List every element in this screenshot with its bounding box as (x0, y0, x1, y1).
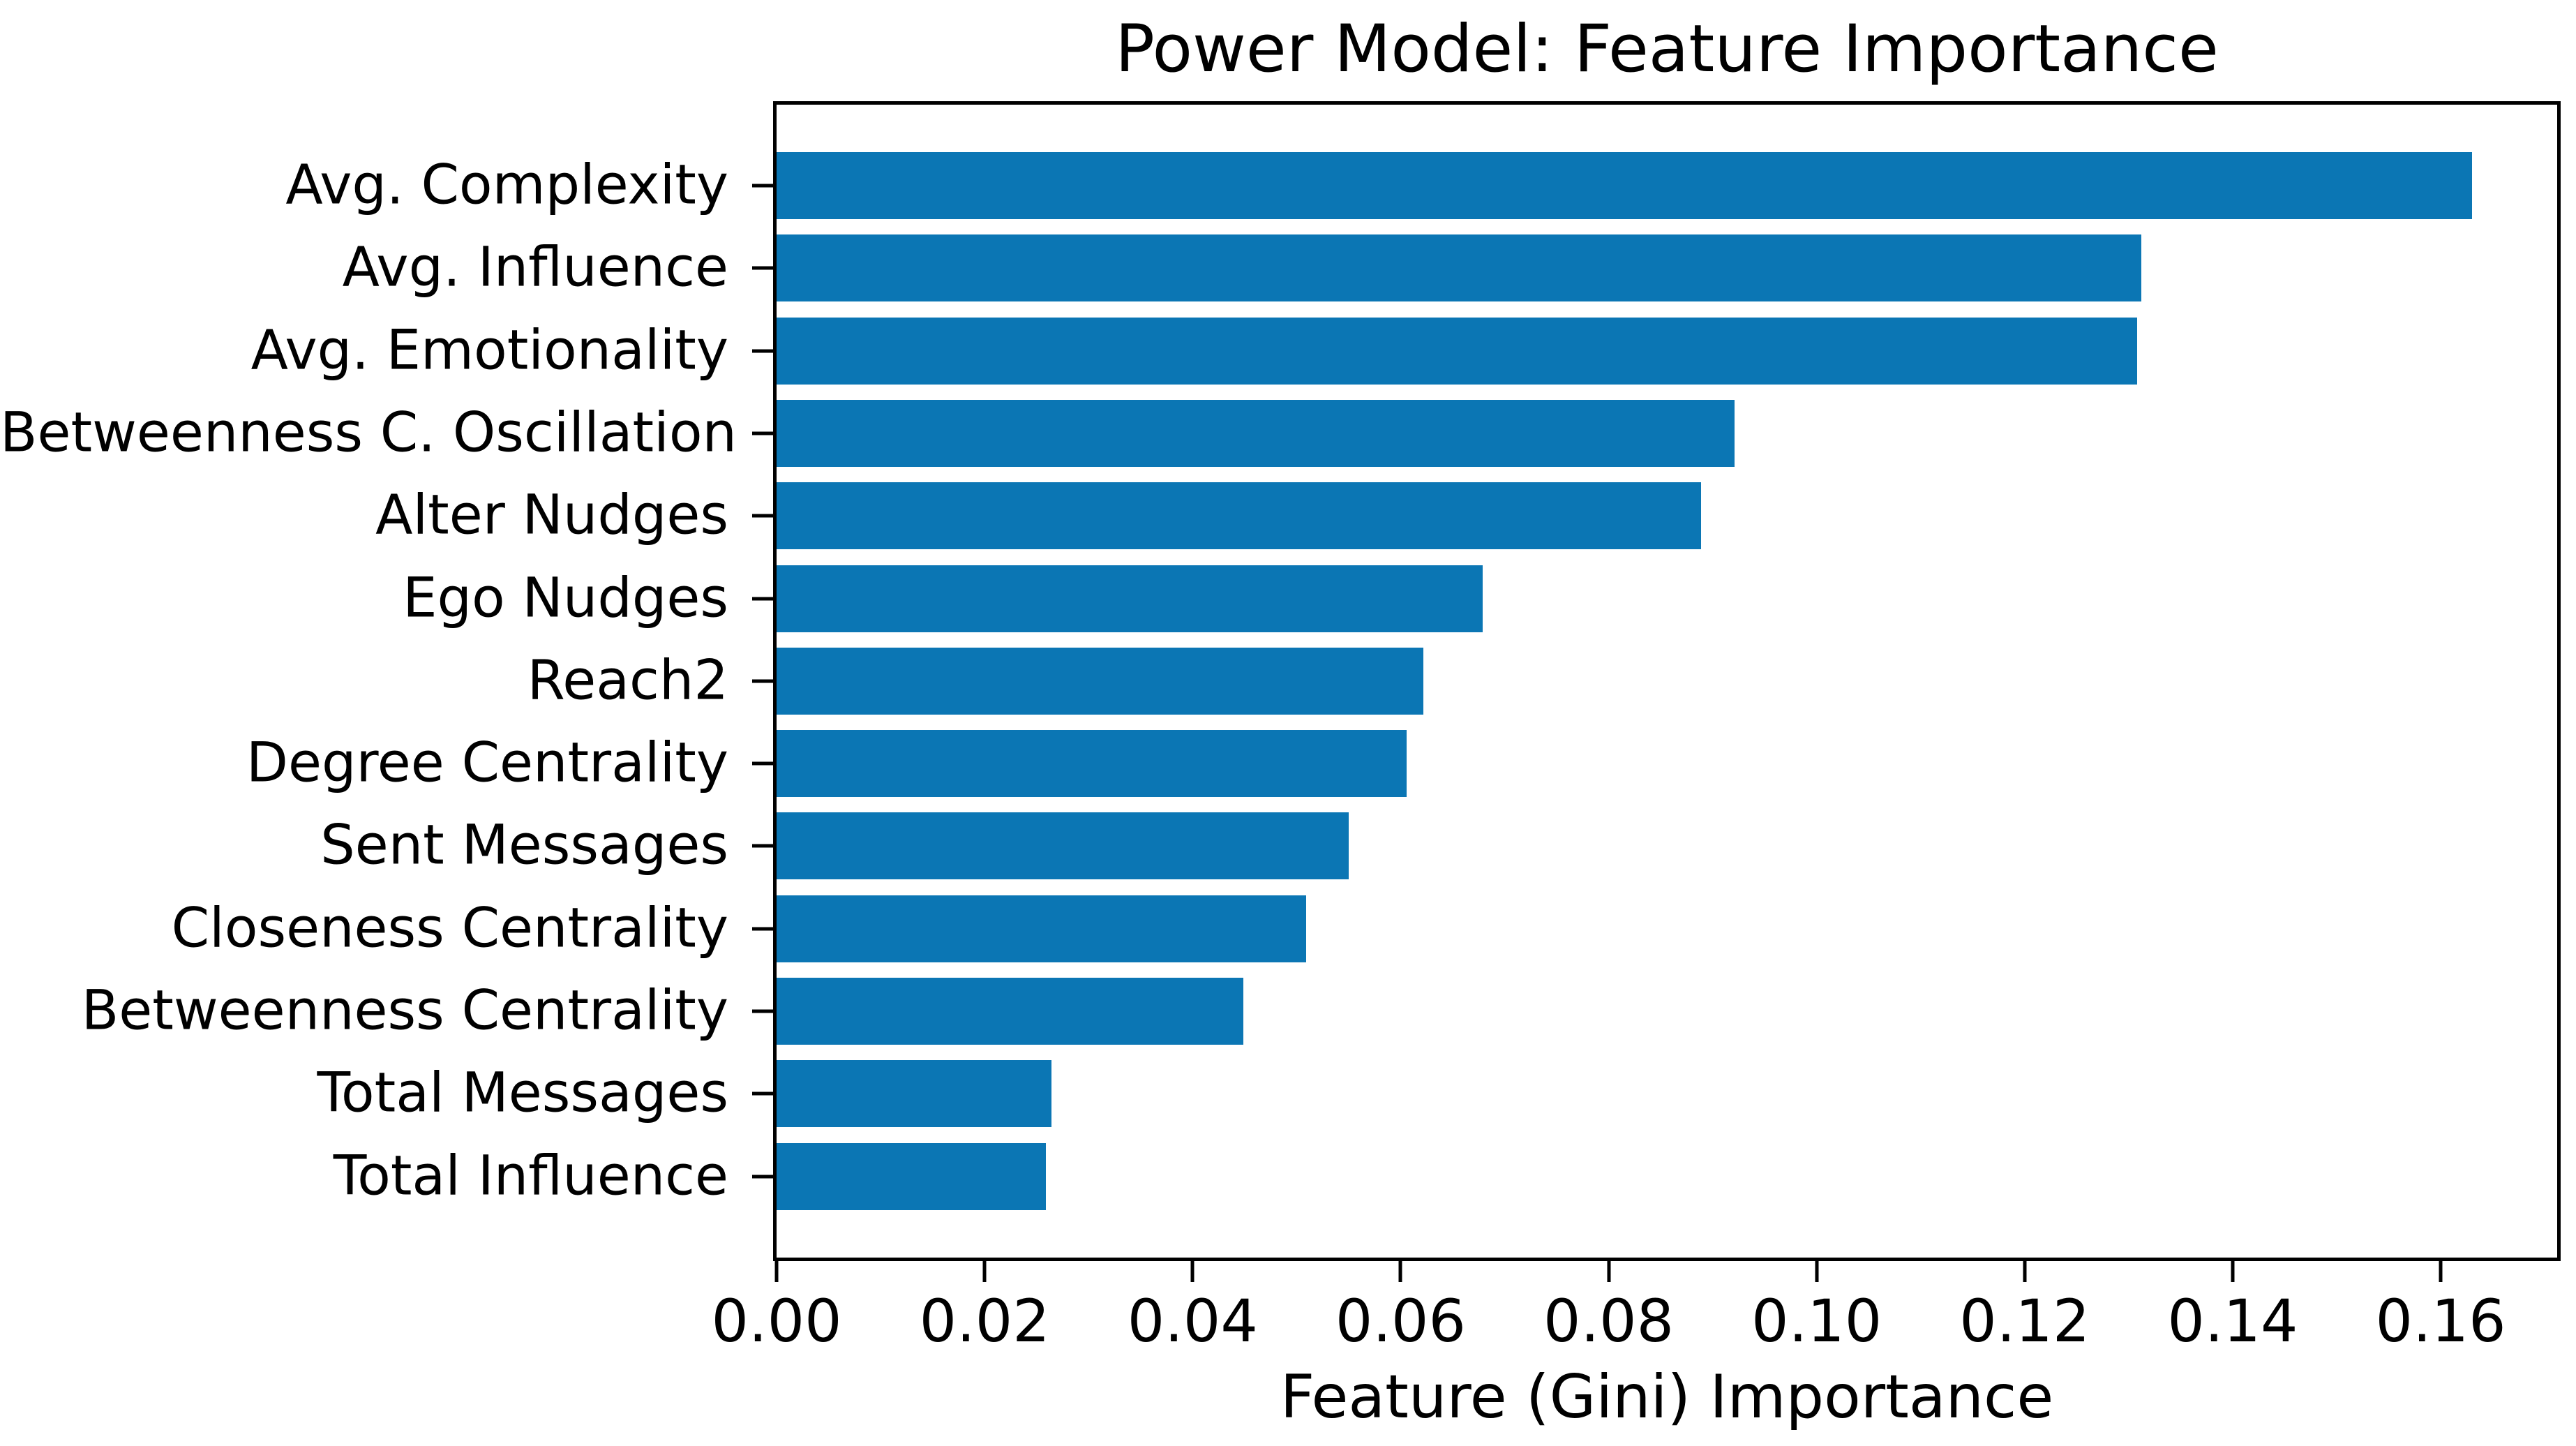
y-tick-mark (752, 184, 773, 188)
bar-degree-centrality (777, 730, 1407, 798)
y-tick-mark (752, 927, 773, 931)
x-tick-mark (2023, 1261, 2027, 1282)
y-tick-mark (752, 1175, 773, 1179)
y-tick-mark (752, 1009, 773, 1013)
x-tick-label: 0.04 (1127, 1287, 1258, 1355)
x-axis-label: Feature (Gini) Importance (1280, 1362, 2054, 1432)
x-tick-label: 0.06 (1335, 1287, 1466, 1355)
x-tick-mark (1815, 1261, 1819, 1282)
x-tick-label: 0.16 (2375, 1287, 2506, 1355)
x-tick-label: 0.02 (919, 1287, 1050, 1355)
x-tick-mark (2439, 1261, 2443, 1282)
y-tick-label: Total Messages (317, 1061, 728, 1125)
bar-avg-influence (777, 234, 2141, 302)
y-tick-label: Degree Centrality (246, 731, 728, 795)
bar-betweenness-c-oscillation (777, 399, 1735, 467)
bar-total-messages (777, 1060, 1051, 1128)
y-tick-mark (752, 679, 773, 683)
y-tick-label: Betweenness Centrality (81, 979, 728, 1043)
bar-sent-messages (777, 812, 1349, 880)
x-tick-label: 0.14 (2167, 1287, 2298, 1355)
bars-layer (777, 105, 2557, 1258)
x-tick-label: 0.08 (1543, 1287, 1675, 1355)
bar-total-influence (777, 1142, 1047, 1210)
chart-title: Power Model: Feature Importance (1115, 11, 2219, 87)
y-tick-mark (752, 761, 773, 766)
x-tick-mark (1607, 1261, 1611, 1282)
y-tick-mark (752, 431, 773, 435)
x-tick-label: 0.12 (1959, 1287, 2090, 1355)
y-tick-label: Reach2 (527, 649, 728, 713)
y-tick-mark (752, 266, 773, 270)
y-tick-label: Ego Nudges (403, 567, 728, 630)
y-tick-mark (752, 844, 773, 848)
bar-avg-complexity (777, 152, 2472, 219)
y-tick-label: Sent Messages (320, 814, 728, 877)
y-tick-label: Avg. Complexity (285, 154, 728, 217)
bar-closeness-centrality (777, 895, 1306, 962)
bar-alter-nudges (777, 482, 1702, 550)
y-tick-mark (752, 597, 773, 600)
x-tick-mark (1398, 1261, 1402, 1282)
x-tick-mark (1190, 1261, 1195, 1282)
y-tick-label: Total Influence (333, 1145, 728, 1208)
y-tick-label: Betweenness C. Oscillation (0, 401, 737, 465)
x-tick-mark (982, 1261, 987, 1282)
x-tick-mark (774, 1261, 779, 1282)
plot-area (773, 101, 2561, 1261)
y-tick-mark (752, 349, 773, 353)
y-tick-label: Alter Nudges (375, 484, 728, 547)
bar-betweenness-centrality (777, 978, 1244, 1045)
bar-avg-emotionality (777, 317, 2137, 385)
x-tick-label: 0.10 (1751, 1287, 1882, 1355)
y-tick-label: Avg. Influence (342, 236, 728, 299)
y-tick-label: Closeness Centrality (171, 897, 728, 960)
y-tick-label: Avg. Emotionality (250, 319, 728, 382)
bar-reach2 (777, 647, 1424, 715)
y-tick-mark (752, 1091, 773, 1096)
x-tick-mark (2231, 1261, 2235, 1282)
x-tick-label: 0.00 (711, 1287, 842, 1355)
bar-ego-nudges (777, 565, 1483, 632)
y-tick-mark (752, 514, 773, 518)
